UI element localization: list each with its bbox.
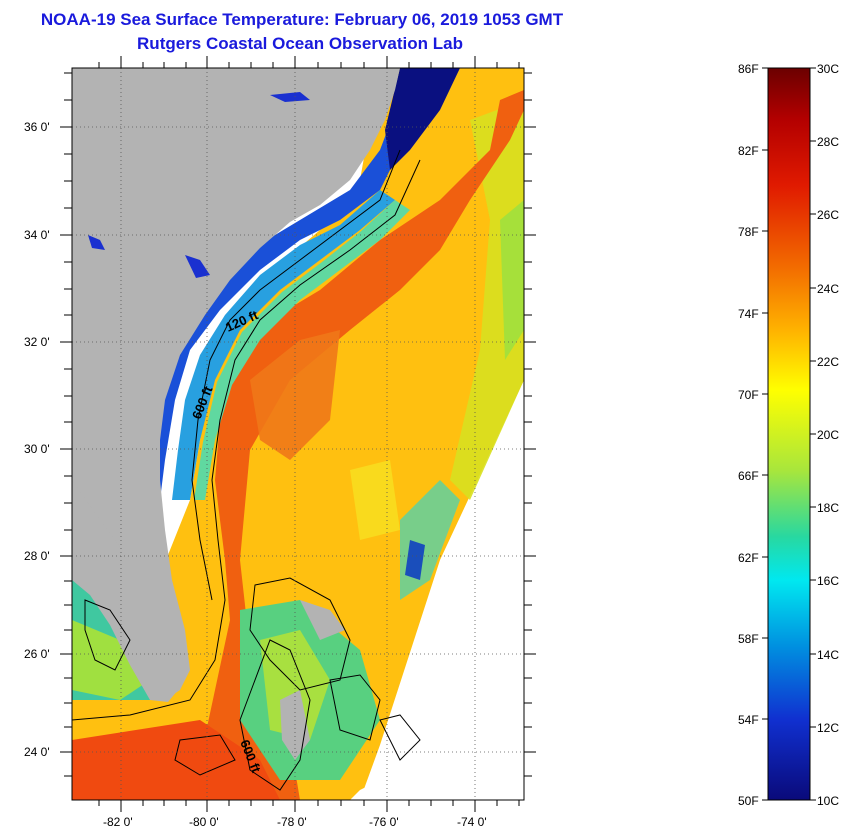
cb-label-62f: 62F bbox=[738, 551, 759, 565]
cb-label-16c: 16C bbox=[817, 574, 839, 588]
lat-label-26: 26 0' bbox=[24, 647, 50, 661]
temperature-colorbar bbox=[767, 67, 811, 801]
cb-label-20c: 20C bbox=[817, 428, 839, 442]
cb-label-12c: 12C bbox=[817, 721, 839, 735]
cb-label-28c: 28C bbox=[817, 135, 839, 149]
graticule bbox=[72, 68, 524, 800]
cb-label-66f: 66F bbox=[738, 469, 759, 483]
lon-label-80: -80 0' bbox=[189, 815, 219, 829]
map-ticks bbox=[60, 56, 536, 812]
gulf-stream bbox=[72, 90, 524, 800]
lat-label-30: 30 0' bbox=[24, 442, 50, 456]
cb-label-58f: 58F bbox=[738, 632, 759, 646]
cb-label-24c: 24C bbox=[817, 282, 839, 296]
cb-label-86f: 86F bbox=[738, 62, 759, 76]
lat-label-24: 24 0' bbox=[24, 745, 50, 759]
map-subtitle: Rutgers Coastal Ocean Observation Lab bbox=[137, 34, 463, 53]
cb-label-78f: 78F bbox=[738, 225, 759, 239]
lon-label-82: -82 0' bbox=[103, 815, 133, 829]
map-panel: 120 ft 600 ft 600 ft bbox=[72, 68, 524, 800]
cb-label-74f: 74F bbox=[738, 307, 759, 321]
lat-label-36: 36 0' bbox=[24, 120, 50, 134]
lat-label-34: 34 0' bbox=[24, 228, 50, 242]
depth-contours bbox=[72, 149, 421, 791]
cb-label-26c: 26C bbox=[817, 208, 839, 222]
us-coastline-land bbox=[72, 68, 400, 700]
lon-label-74: -74 0' bbox=[457, 815, 487, 829]
cb-label-22c: 22C bbox=[817, 355, 839, 369]
cb-label-82f: 82F bbox=[738, 144, 759, 158]
cb-label-14c: 14C bbox=[817, 648, 839, 662]
lat-label-28: 28 0' bbox=[24, 549, 50, 563]
map-title: NOAA-19 Sea Surface Temperature: Februar… bbox=[40, 10, 564, 29]
cb-label-50f: 50F bbox=[738, 794, 759, 808]
map-frame bbox=[71, 67, 525, 801]
cb-label-10c: 10C bbox=[817, 794, 839, 808]
lon-label-76: -76 0' bbox=[369, 815, 399, 829]
cb-label-18c: 18C bbox=[817, 501, 839, 515]
colorbar-ticks bbox=[762, 67, 816, 801]
cb-label-30c: 30C bbox=[817, 62, 839, 76]
lat-label-32: 32 0' bbox=[24, 335, 50, 349]
cb-label-54f: 54F bbox=[738, 713, 759, 727]
lon-label-78: -78 0' bbox=[277, 815, 307, 829]
cb-label-70f: 70F bbox=[738, 388, 759, 402]
